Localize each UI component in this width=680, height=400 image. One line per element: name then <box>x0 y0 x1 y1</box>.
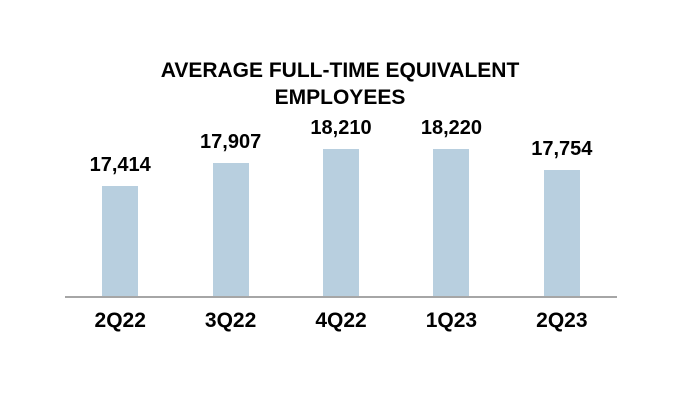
bar <box>102 186 139 297</box>
x-axis-line <box>65 296 617 298</box>
chart-title: AVERAGE FULL-TIME EQUIVALENT EMPLOYEES <box>0 57 680 111</box>
bar-group: 17,414 <box>65 117 175 297</box>
x-axis-tick-label: 1Q23 <box>425 309 478 332</box>
bar <box>323 149 360 297</box>
bar-value-label: 17,414 <box>89 154 151 176</box>
bar-value-label: 18,220 <box>420 117 482 139</box>
x-axis-tick-label: 3Q22 <box>204 309 257 332</box>
bar-value-label: 17,907 <box>200 131 262 153</box>
x-axis-tick-label: 4Q22 <box>315 309 367 332</box>
bar <box>543 170 580 297</box>
bar-group: 18,220 <box>396 117 506 297</box>
bar-value-label: 18,210 <box>310 117 372 139</box>
bar <box>433 149 470 297</box>
bar-group: 17,754 <box>507 117 617 297</box>
bar-value-label: 17,754 <box>531 138 593 160</box>
bar-group: 18,210 <box>286 117 396 297</box>
x-axis-labels: 2Q22 3Q22 4Q22 1Q23 2Q23 <box>65 309 617 333</box>
chart-title-text: AVERAGE FULL-TIME EQUIVALENT EMPLOYEES <box>160 59 520 109</box>
plot-area: 17,414 17,907 18,210 18,220 17,754 <box>65 117 617 297</box>
x-axis-tick-label: 2Q22 <box>94 309 146 332</box>
bar-group: 17,907 <box>175 117 285 297</box>
x-axis-tick-label: 2Q23 <box>536 309 588 332</box>
bar <box>212 163 249 297</box>
